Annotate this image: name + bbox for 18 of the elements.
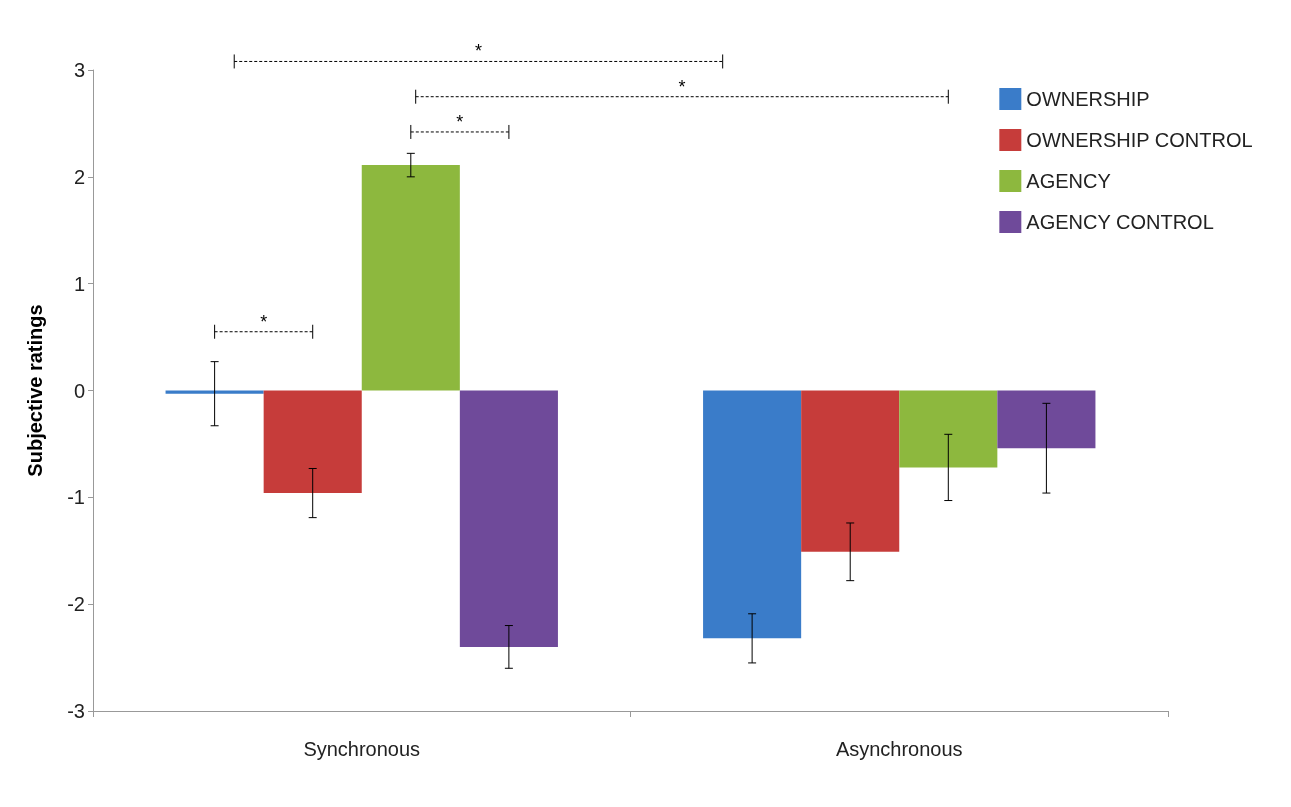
y-tick-label: 1 (73, 272, 85, 295)
legend-label: AGENCY (1026, 170, 1111, 192)
text: * (474, 41, 482, 62)
legend-label: AGENCY CONTROL (1026, 211, 1214, 233)
y-tick-label: 3 (73, 59, 85, 81)
x-tick-label: Synchronous (303, 738, 421, 760)
annotation: * (678, 76, 686, 97)
legend-label: OWNERSHIP CONTROL (1026, 129, 1253, 151)
annotation: * (260, 311, 268, 332)
annotation: * (456, 111, 464, 132)
x-tick-label: Asynchronous (835, 738, 963, 760)
y-tick-label: -1 (67, 486, 85, 509)
y-axis-title: Subjective ratings (24, 304, 46, 477)
y-tick-label: -2 (67, 593, 85, 616)
y-tick-label: 2 (73, 165, 85, 188)
y-tick-label: 0 (73, 379, 85, 402)
y-tick-label: -3 (67, 700, 85, 722)
legend-label: OWNERSHIP (1026, 88, 1150, 110)
